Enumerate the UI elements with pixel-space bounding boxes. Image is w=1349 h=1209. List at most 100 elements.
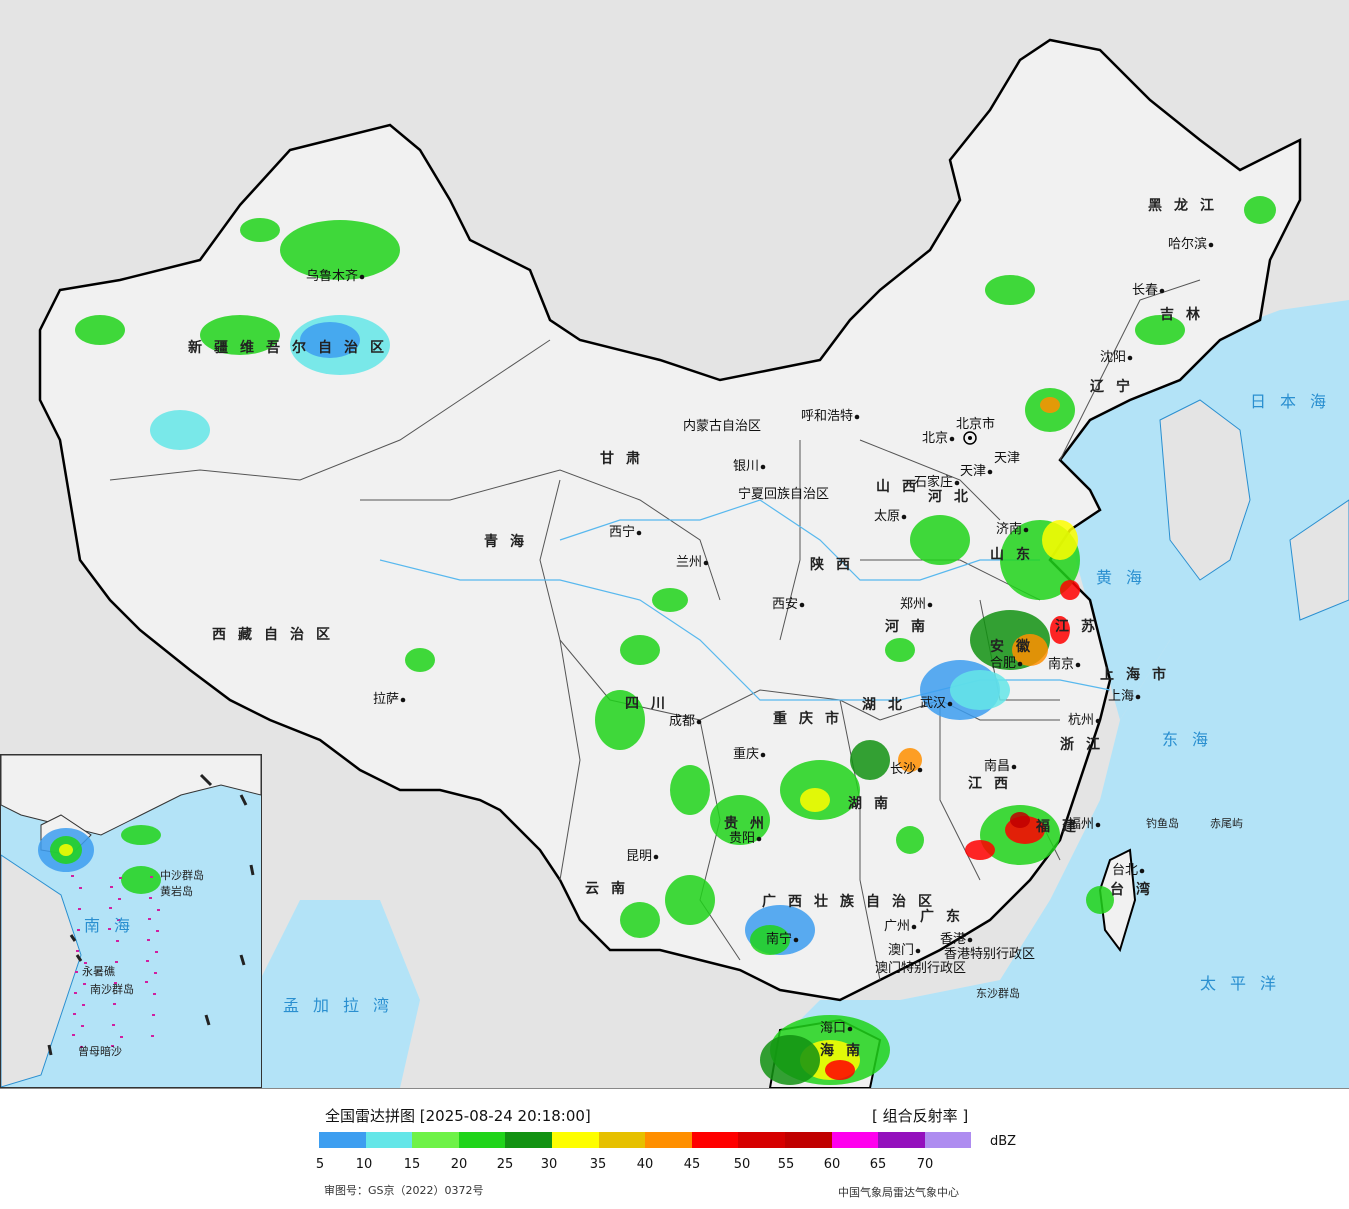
radar-echo bbox=[670, 765, 710, 815]
inset-island-mark bbox=[151, 1035, 154, 1037]
city-dot bbox=[1023, 527, 1029, 533]
city-dot bbox=[1139, 868, 1145, 874]
radar-echo bbox=[896, 826, 924, 854]
legend-tick-label: 45 bbox=[683, 1157, 701, 1172]
city-dot bbox=[1095, 822, 1101, 828]
city-label: 乌鲁木齐 bbox=[306, 269, 359, 284]
city-label: 贵阳 bbox=[729, 831, 756, 846]
province-label: 宁夏回族自治区 bbox=[738, 487, 830, 502]
province-label: 河北 bbox=[928, 489, 980, 505]
legend-swatch bbox=[691, 1132, 739, 1148]
legend-swatch bbox=[319, 1132, 366, 1148]
inset-island-mark bbox=[81, 1025, 84, 1027]
province-label: 新疆维吾尔自治区 bbox=[188, 340, 396, 356]
legend-swatch bbox=[878, 1132, 925, 1148]
province-label: 四川 bbox=[625, 696, 677, 712]
sea-label: 孟加拉湾 bbox=[283, 996, 404, 1015]
legend-swatch bbox=[551, 1132, 599, 1148]
radar-echoes bbox=[75, 196, 1276, 1085]
city-label: 呼和浩特 bbox=[801, 409, 854, 424]
inset-island-mark bbox=[75, 971, 78, 973]
legend-swatch bbox=[924, 1132, 972, 1148]
inset-island-mark bbox=[83, 983, 86, 985]
city-dot bbox=[400, 697, 406, 703]
legend-swatch bbox=[738, 1132, 785, 1148]
radar-echo bbox=[200, 315, 280, 355]
city-label: 郑州 bbox=[900, 597, 927, 612]
sea-label: 太平洋 bbox=[1200, 974, 1291, 993]
radar-echo bbox=[1042, 520, 1078, 560]
radar-echo bbox=[652, 588, 688, 612]
legend-swatch bbox=[458, 1132, 506, 1148]
inset-island-mark bbox=[150, 876, 153, 878]
inset-island-mark bbox=[78, 908, 81, 910]
province-label: 台湾 bbox=[1110, 882, 1162, 898]
city-dot bbox=[847, 1026, 853, 1032]
island-label: 永暑礁 bbox=[82, 965, 115, 978]
radar-echo bbox=[280, 220, 400, 280]
city-label: 哈尔滨 bbox=[1168, 237, 1208, 252]
pacific-ocean bbox=[1120, 500, 1349, 1088]
island-label: 钓鱼岛 bbox=[1146, 817, 1179, 830]
radar-echo bbox=[300, 322, 360, 358]
inset-island-mark bbox=[77, 929, 80, 931]
japan bbox=[1289, 499, 1349, 621]
legend-colorbar bbox=[319, 1132, 972, 1148]
radar-echo bbox=[760, 1035, 820, 1085]
province-label: 青海 bbox=[484, 534, 536, 550]
city-dot bbox=[703, 560, 709, 566]
city-label: 台北 bbox=[1112, 863, 1139, 878]
inset-island-mark bbox=[116, 940, 119, 942]
city-label: 太原 bbox=[874, 509, 901, 524]
legend-tick-label: 15 bbox=[403, 1157, 421, 1172]
radar-echo bbox=[1135, 315, 1185, 345]
city-dots bbox=[359, 242, 1214, 1032]
province-label: 安徽 bbox=[990, 639, 1042, 655]
legend-tick-label: 35 bbox=[589, 1157, 607, 1172]
city-label: 长沙 bbox=[890, 762, 917, 777]
legend-product-name: [ 组合反射率 ] bbox=[872, 1107, 969, 1125]
city-label: 福州 bbox=[1068, 817, 1095, 832]
province-label: 陕西 bbox=[810, 557, 862, 573]
radar-echo bbox=[1060, 580, 1080, 600]
province-label: 湖北 bbox=[862, 697, 914, 713]
inset-island-mark bbox=[156, 930, 159, 932]
legend-tick-label: 5 bbox=[315, 1157, 325, 1172]
province-label: 内蒙古自治区 bbox=[683, 419, 762, 434]
legend-swatch bbox=[412, 1132, 459, 1148]
inset-island-mark bbox=[148, 918, 151, 920]
inset-island-mark bbox=[72, 1034, 75, 1036]
city-dot bbox=[696, 719, 702, 725]
province-label: 广西壮族自治区 bbox=[762, 894, 944, 910]
map-approval-number: 审图号：GS京（2022）0372号 bbox=[324, 1184, 484, 1197]
radar-echo bbox=[620, 902, 660, 938]
city-label: 南宁 bbox=[766, 932, 793, 947]
city-dot bbox=[947, 701, 953, 707]
city-label: 天津 bbox=[960, 464, 987, 479]
capital-marker-dot bbox=[968, 436, 972, 440]
province-label: 澳门特别行政区 bbox=[875, 961, 967, 976]
city-dot bbox=[799, 602, 805, 608]
province-label: 山东 bbox=[990, 547, 1042, 563]
province-label: 海南 bbox=[820, 1043, 872, 1059]
city-dot bbox=[1127, 355, 1133, 361]
city-dot bbox=[901, 514, 907, 520]
rivers bbox=[379, 499, 1111, 701]
city-dot bbox=[987, 469, 993, 475]
legend-tick-label: 70 bbox=[916, 1157, 934, 1172]
city-dot bbox=[917, 767, 923, 773]
city-dot bbox=[760, 464, 766, 470]
city-label: 沈阳 bbox=[1100, 350, 1127, 365]
city-dot bbox=[1075, 662, 1081, 668]
city-label: 石家庄 bbox=[914, 475, 954, 490]
sea-label: 东海 bbox=[1162, 730, 1223, 749]
radar-echo bbox=[885, 638, 915, 662]
city-dot bbox=[760, 752, 766, 758]
city-label: 南京 bbox=[1048, 657, 1075, 672]
city-dot bbox=[954, 480, 960, 486]
legend-unit: dBZ bbox=[990, 1134, 1017, 1149]
inset-island-mark bbox=[79, 887, 82, 889]
city-dot bbox=[793, 937, 799, 943]
city-label: 成都 bbox=[669, 714, 696, 729]
